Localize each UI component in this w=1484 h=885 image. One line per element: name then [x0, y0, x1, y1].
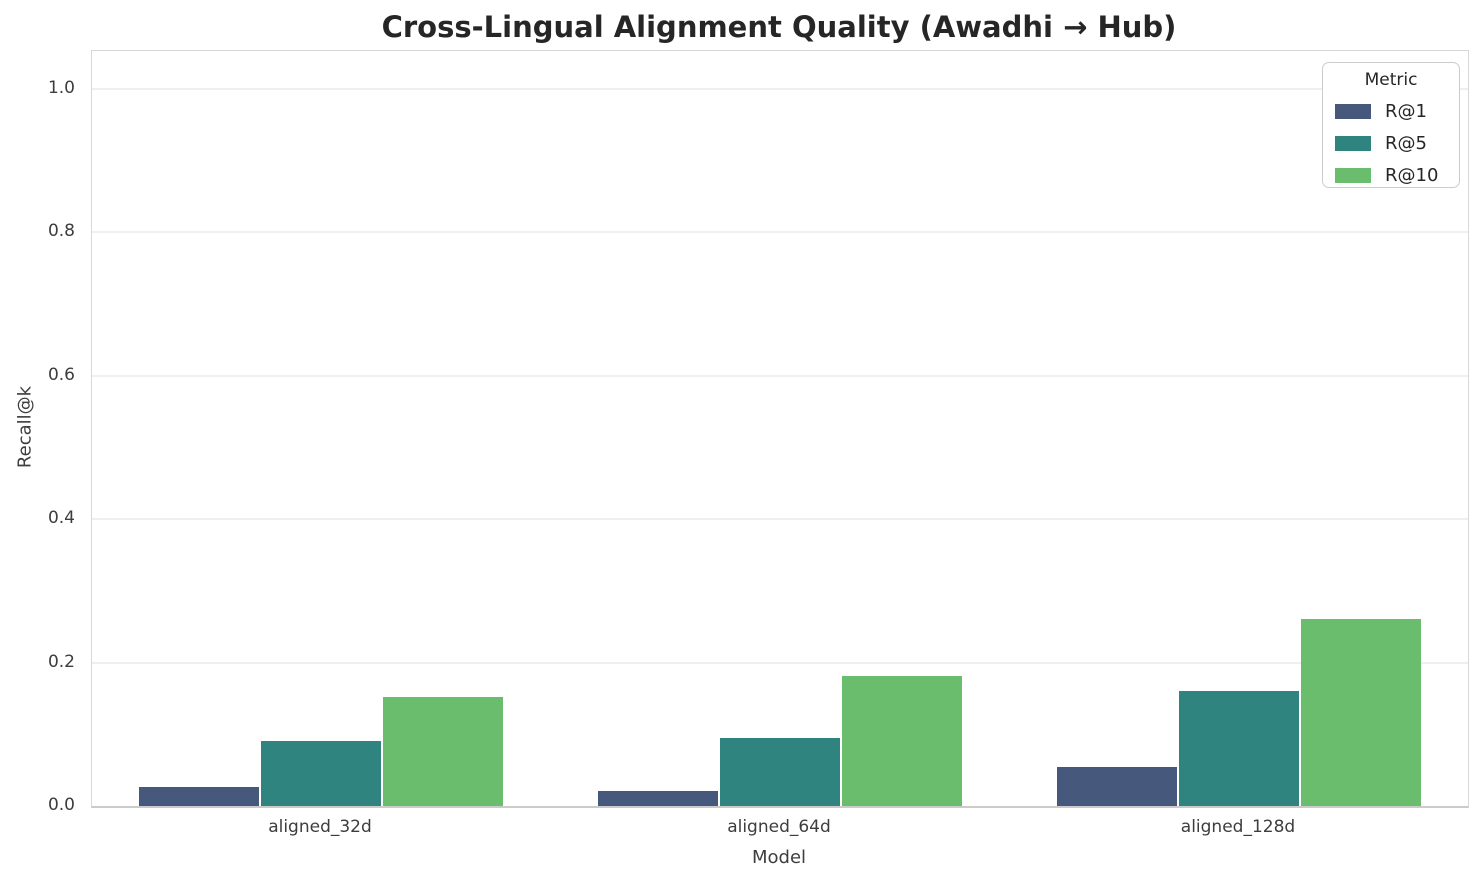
- bar: [1057, 767, 1177, 806]
- legend-item: R@5: [1323, 127, 1459, 159]
- legend-item-label: R@1: [1385, 100, 1427, 122]
- bar: [720, 738, 840, 806]
- x-tick-label: aligned_32d: [268, 817, 372, 837]
- y-tick-label: 0.8: [47, 221, 75, 242]
- bar: [139, 787, 259, 806]
- y-tick-label: 1.0: [47, 78, 75, 98]
- bar: [1179, 691, 1299, 806]
- legend-item: R@1: [1323, 95, 1459, 127]
- bar: [261, 741, 381, 806]
- y-axis-ticks: 0.0 0.2 0.4 0.6 0.8 1.0: [0, 50, 75, 815]
- y-tick-label: 0.6: [47, 364, 75, 385]
- y-tick-label: 0.4: [47, 508, 75, 529]
- legend-item-label: R@5: [1385, 132, 1427, 154]
- legend-title: Metric: [1364, 70, 1418, 90]
- legend-swatch-icon: [1335, 135, 1371, 151]
- legend-item: R@10: [1323, 159, 1459, 191]
- bar: [383, 697, 503, 806]
- plot-area: [91, 50, 1469, 808]
- gridline: [92, 231, 1468, 234]
- y-tick-label: 0.2: [47, 651, 75, 672]
- gridline: [92, 374, 1468, 377]
- x-axis-ticks: aligned_32d aligned_64d aligned_128d: [91, 817, 1467, 841]
- legend-swatch-icon: [1335, 167, 1371, 183]
- legend-swatch-icon: [1335, 103, 1371, 119]
- legend: Metric R@1 R@5 R@10: [1322, 62, 1460, 188]
- gridline: [92, 661, 1468, 664]
- x-tick-label: aligned_64d: [727, 817, 831, 837]
- gridline: [92, 518, 1468, 521]
- bar: [1301, 619, 1421, 806]
- gridline: [92, 88, 1468, 90]
- x-tick-label: aligned_128d: [1180, 817, 1296, 837]
- bar: [598, 791, 718, 806]
- legend-item-label: R@10: [1385, 164, 1439, 186]
- chart-title: Cross-Lingual Alignment Quality (Awadhi …: [381, 10, 1177, 44]
- y-tick-label: 0.0: [47, 795, 75, 815]
- bar: [842, 676, 962, 806]
- legend-items: R@1 R@5 R@10: [1323, 95, 1459, 191]
- x-axis-label: Model: [751, 847, 807, 868]
